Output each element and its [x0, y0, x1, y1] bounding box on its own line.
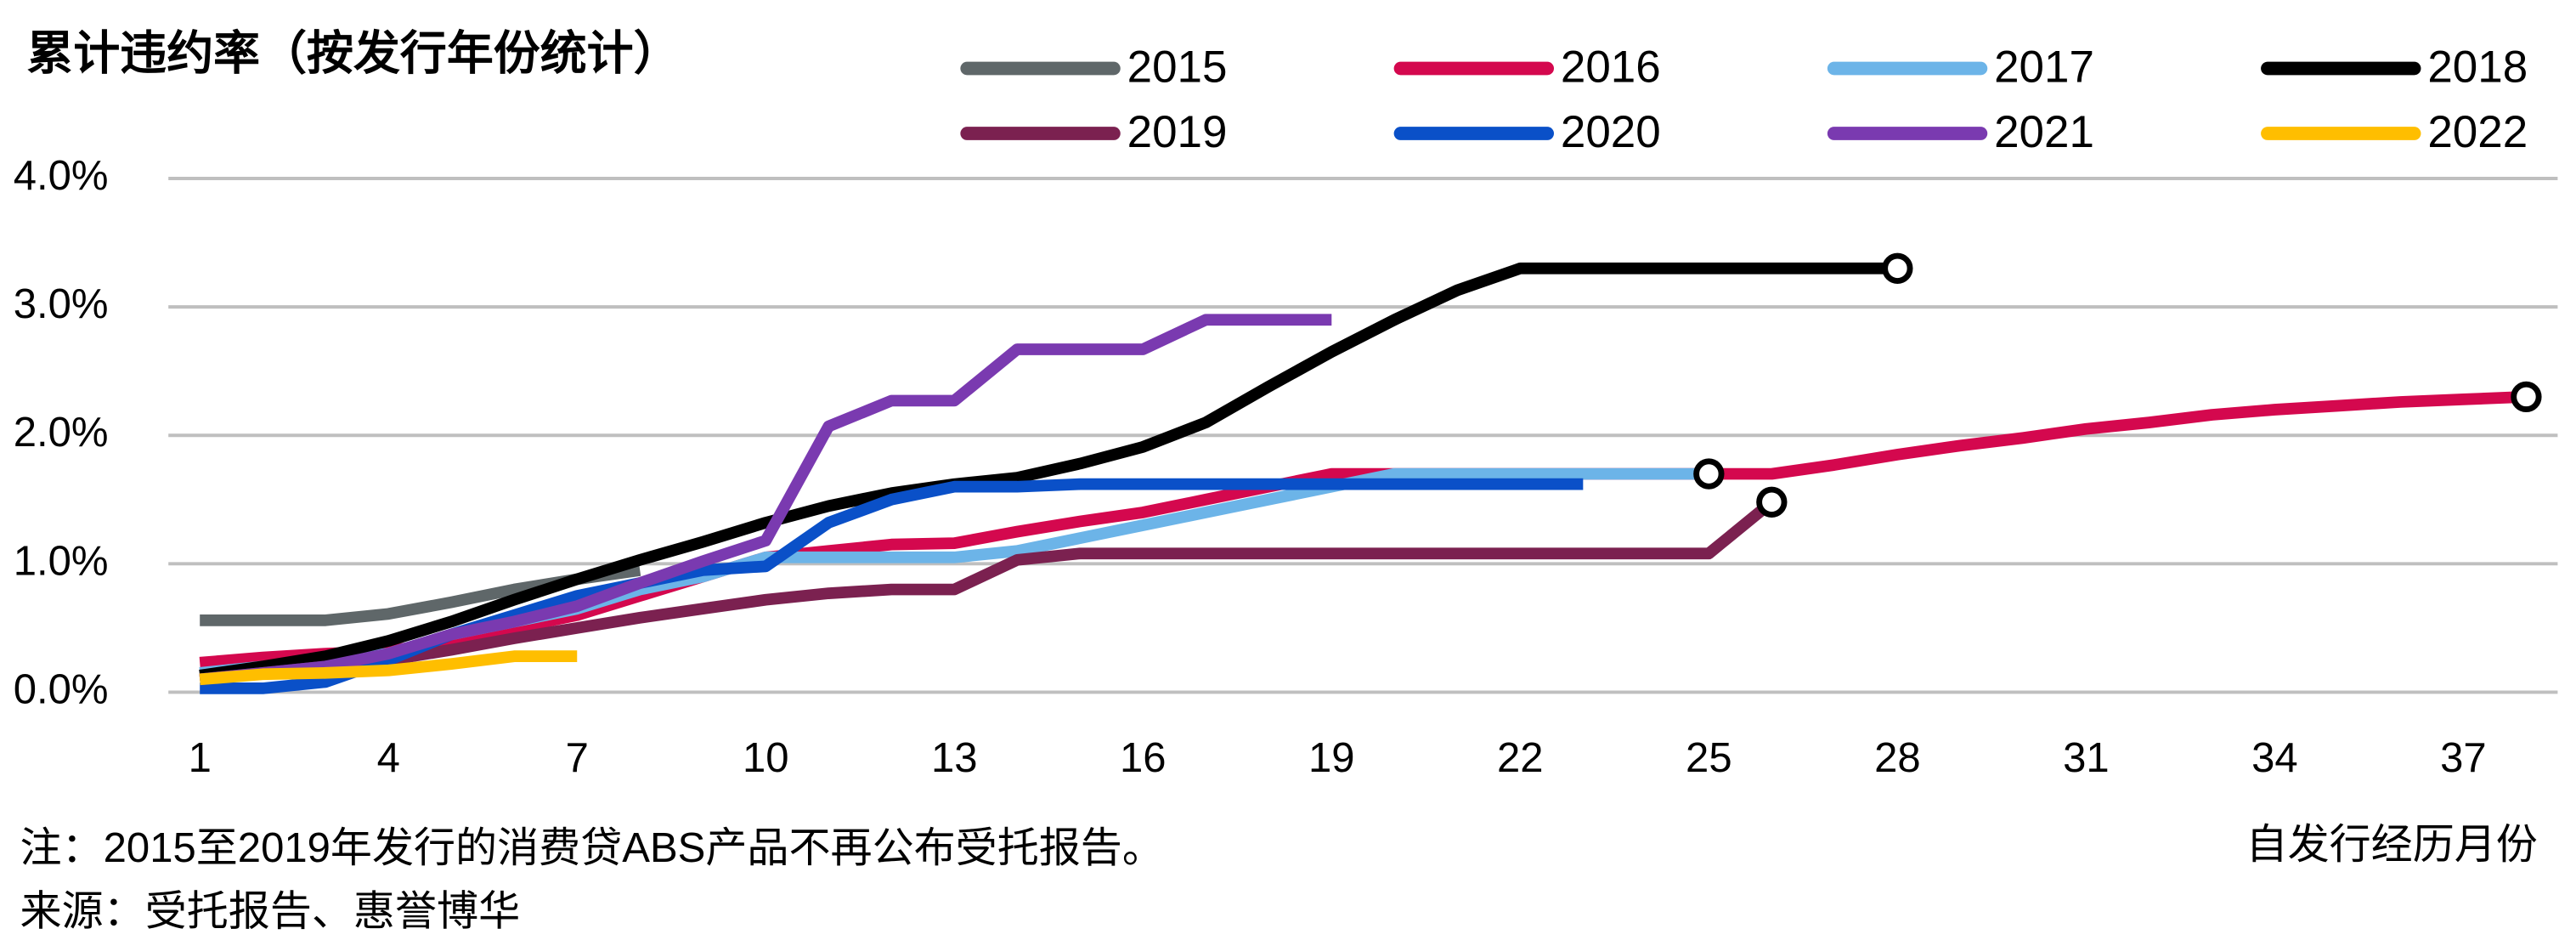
end-marker	[1693, 458, 1725, 490]
legend-label: 2022	[2427, 107, 2528, 157]
end-marker	[1756, 486, 1788, 518]
series-line	[199, 314, 1332, 686]
x-tick-label: 28	[1874, 735, 1921, 781]
x-tick-label: 13	[931, 735, 978, 781]
x-tick-label: 37	[2440, 735, 2487, 781]
legend-label: 2015	[1127, 42, 1228, 92]
series-line	[199, 391, 2527, 669]
x-tick-label: 25	[1686, 735, 1732, 781]
chart-title: 累计违约率（按发行年份统计）	[26, 26, 680, 79]
legend-label: 2018	[2427, 42, 2528, 92]
x-tick-label: 16	[1120, 735, 1167, 781]
series-line	[199, 497, 1776, 686]
y-tick-label: 3.0%	[14, 281, 109, 327]
legend-label: 2020	[1561, 107, 1661, 157]
legend-label: 2021	[1994, 107, 2094, 157]
x-tick-label: 7	[566, 735, 589, 781]
series-line	[199, 262, 1898, 682]
note: 注：2015至2019年发行的消费贷ABS产品不再公布受托报告。	[20, 825, 1164, 871]
y-tick-label: 4.0%	[14, 153, 109, 199]
legend-label: 2016	[1561, 42, 1661, 92]
x-tick-label: 1	[189, 735, 212, 781]
x-tick-label: 4	[377, 735, 400, 781]
y-tick-label: 0.0%	[14, 666, 109, 712]
x-tick-label: 22	[1497, 735, 1544, 781]
y-tick-label: 1.0%	[14, 538, 109, 584]
legend-label: 2019	[1127, 107, 1228, 157]
x-tick-label: 34	[2251, 735, 2298, 781]
x-tick-label: 19	[1308, 735, 1355, 781]
end-marker	[2511, 381, 2542, 413]
end-marker	[1882, 252, 1913, 284]
source: 来源：受托报告、惠誉博华	[20, 888, 521, 934]
y-tick-label: 2.0%	[14, 410, 109, 456]
legend-label: 2017	[1994, 42, 2094, 92]
x-tick-label: 31	[2063, 735, 2110, 781]
x-axis-label: 自发行经历月份	[2246, 822, 2538, 868]
x-tick-label: 10	[743, 735, 789, 781]
series-line	[199, 650, 578, 686]
